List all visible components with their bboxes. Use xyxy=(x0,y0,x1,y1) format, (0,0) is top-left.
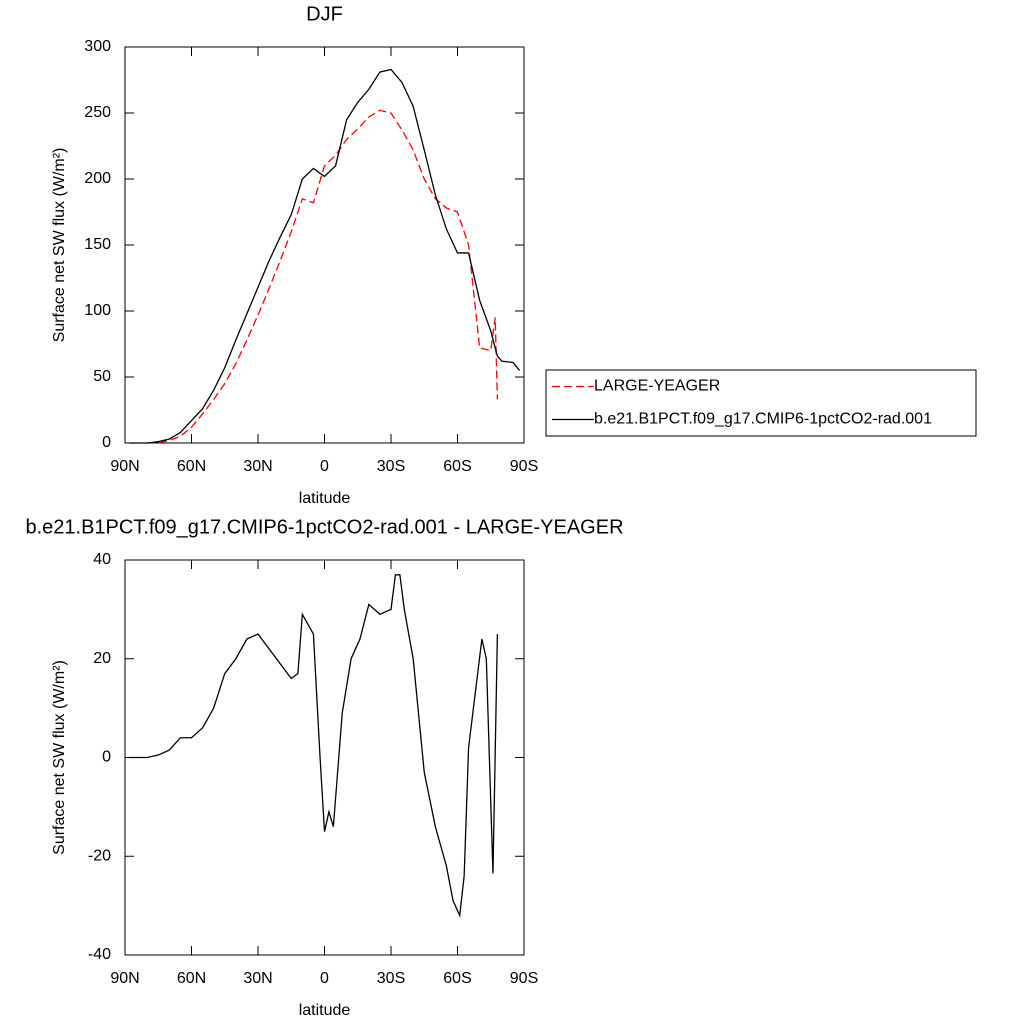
plot-frame xyxy=(124,559,525,956)
y-tick-label: -20 xyxy=(88,847,111,864)
x-tick-label: 30S xyxy=(377,458,405,475)
y-tick-label: -40 xyxy=(88,946,111,963)
x-tick-label: 60S xyxy=(443,458,471,475)
x-tick-label: 90S xyxy=(510,458,538,475)
series-line xyxy=(147,109,499,444)
y-axis-label: Surface net SW flux (W/m²) xyxy=(51,148,68,343)
x-tick-label: 30N xyxy=(243,970,272,987)
x-tick-label: 90N xyxy=(110,970,139,987)
x-tick-label: 90N xyxy=(110,458,139,475)
series-line xyxy=(129,68,521,444)
chart-title: DJF xyxy=(306,3,343,25)
y-tick-label: 0 xyxy=(102,434,111,451)
y-axis-label: Surface net SW flux (W/m²) xyxy=(51,660,68,855)
series-line xyxy=(129,574,499,918)
y-tick-label: 100 xyxy=(84,302,111,319)
y-tick-label: 0 xyxy=(102,749,111,766)
x-tick-label: 0 xyxy=(320,458,329,475)
y-tick-label: 40 xyxy=(93,551,111,568)
y-tick-label: 150 xyxy=(84,236,111,253)
x-tick-label: 60S xyxy=(443,970,471,987)
chart-title: b.e21.B1PCT.f09_g17.CMIP6-1pctCO2-rad.00… xyxy=(25,516,623,538)
x-tick-label: 30N xyxy=(243,458,272,475)
y-tick-label: 300 xyxy=(84,38,111,55)
x-tick-label: 0 xyxy=(320,970,329,987)
plot-frame xyxy=(124,46,525,444)
legend-label: b.e21.B1PCT.f09_g17.CMIP6-1pctCO2-rad.00… xyxy=(594,411,932,428)
y-tick-label: 50 xyxy=(93,368,111,385)
x-tick-label: 30S xyxy=(377,970,405,987)
x-tick-label: 60N xyxy=(177,970,206,987)
y-tick-label: 250 xyxy=(84,104,111,121)
legend-label: LARGE-YEAGER xyxy=(594,378,720,395)
x-axis-label: latitude xyxy=(299,1002,351,1019)
legend-box xyxy=(545,369,977,437)
x-tick-label: 60N xyxy=(177,458,206,475)
y-tick-label: 200 xyxy=(84,170,111,187)
x-axis-label: latitude xyxy=(299,490,351,507)
x-tick-label: 90S xyxy=(510,970,538,987)
y-tick-label: 20 xyxy=(93,650,111,667)
